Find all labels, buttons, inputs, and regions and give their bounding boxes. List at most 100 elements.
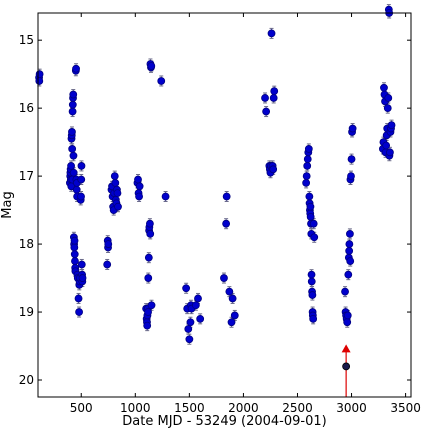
data-point: [67, 162, 75, 170]
data-point: [72, 64, 80, 73]
data-point: [69, 90, 78, 99]
x-tick-label: 1000: [120, 401, 151, 415]
data-point: [186, 318, 195, 327]
data-point: [262, 107, 271, 116]
y-axis-label: Mag: [0, 191, 15, 218]
data-point: [346, 257, 355, 265]
data-point: [345, 246, 354, 255]
data-point: [70, 250, 79, 259]
data-point: [143, 321, 152, 330]
data-point: [308, 291, 317, 299]
data-point: [135, 182, 144, 191]
data-point: [222, 192, 231, 201]
data-point: [114, 202, 122, 211]
data-point: [69, 168, 78, 177]
data-point: [307, 270, 316, 279]
data-point: [227, 318, 236, 327]
data-point: [103, 260, 112, 269]
data-point: [270, 87, 279, 96]
data-point: [72, 185, 81, 194]
data-point: [113, 189, 122, 198]
data-point: [305, 192, 314, 201]
data-point: [35, 77, 44, 85]
x-tick-label: 1500: [174, 401, 205, 415]
plot-frame: [37, 12, 412, 398]
data-point: [309, 314, 318, 323]
data-point: [196, 314, 205, 323]
data-point: [302, 179, 311, 187]
data-point: [68, 107, 77, 116]
data-point: [68, 145, 77, 153]
data-point: [228, 294, 237, 303]
x-tick-label: 3500: [390, 401, 421, 415]
data-point: [182, 284, 191, 293]
highlight-triangle-marker: [341, 344, 351, 353]
data-point: [35, 70, 44, 79]
data-point: [70, 243, 79, 252]
data-point: [104, 240, 113, 248]
data-point: [144, 274, 153, 282]
data-point: [384, 94, 393, 102]
data-point: [386, 148, 394, 157]
data-point: [135, 192, 143, 201]
data-point: [347, 172, 355, 181]
data-point: [70, 236, 79, 245]
data-point: [77, 192, 85, 201]
data-point: [184, 325, 193, 333]
tick-layer: 500 1000 1500 2000 2500 3000 3500 15 16 17 18 19 20: [19, 13, 421, 415]
data-point: [111, 179, 120, 187]
data-point: [343, 311, 352, 320]
data-point: [157, 77, 166, 85]
x-tick-label: 3000: [336, 401, 367, 415]
data-point: [307, 277, 316, 286]
data-point: [302, 172, 311, 181]
data-point: [310, 233, 319, 242]
data-point: [346, 229, 354, 238]
data-point: [304, 145, 313, 153]
y-tick-label: 18: [19, 237, 34, 251]
data-point: [78, 274, 87, 282]
data-point: [348, 124, 357, 133]
data-point: [77, 175, 86, 184]
data-point: [147, 62, 156, 70]
data-point: [383, 104, 392, 113]
data-point: [341, 287, 349, 296]
data-point: [144, 253, 153, 262]
data-point: [68, 100, 77, 109]
data-point: [303, 155, 312, 164]
data-point: [225, 287, 234, 296]
data-point: [269, 165, 278, 174]
error-bar-layer: [37, 4, 394, 345]
data-point: [347, 155, 356, 164]
data-point: [74, 294, 83, 303]
data-point: [267, 29, 276, 38]
data-point: [69, 151, 78, 160]
y-tick-label: 17: [19, 169, 34, 183]
data-point: [345, 240, 354, 248]
data-point: [343, 318, 352, 327]
x-tick-label: 2500: [282, 401, 313, 415]
data-point: [382, 141, 391, 150]
data-point: [191, 301, 200, 310]
x-axis-label: Date MJD - 53249 (2004-09-01): [122, 414, 326, 429]
y-tick-label: 19: [19, 305, 34, 319]
data-point: [306, 202, 315, 211]
data-point: [344, 270, 353, 279]
data-point: [110, 172, 119, 181]
data-point: [194, 294, 202, 303]
data-point: [387, 121, 396, 130]
data-point-layer: [35, 5, 396, 344]
y-tick-label: 20: [19, 373, 34, 387]
data-point: [147, 301, 156, 310]
data-point: [269, 94, 278, 102]
y-tick-label: 16: [19, 101, 34, 115]
data-point: [220, 274, 228, 282]
data-point: [145, 219, 154, 228]
data-point: [222, 219, 231, 228]
data-point: [68, 128, 76, 136]
y-tick-label: 15: [19, 33, 34, 47]
data-point: [77, 162, 86, 170]
highlight-layer: [341, 344, 351, 397]
